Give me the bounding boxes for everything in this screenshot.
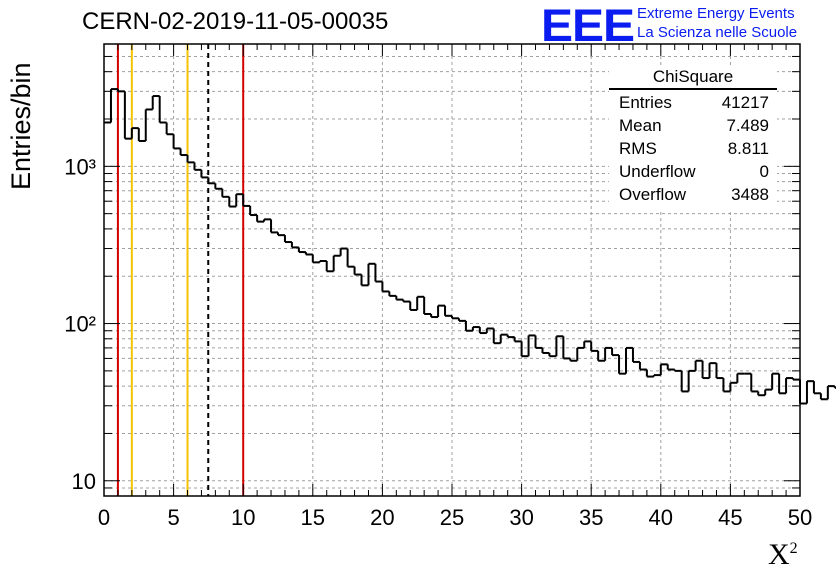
x-tick-label: 15 [301, 505, 325, 530]
eee-logo: EEE [541, 0, 635, 52]
x-tick-label: 0 [98, 505, 110, 530]
x-axis-label: X2 [768, 538, 798, 572]
stats-row-mean: Mean 7.489 [619, 116, 769, 139]
stats-row-rms: RMS 8.811 [619, 139, 769, 162]
x-tick-label: 10 [231, 505, 255, 530]
x-tick-label: 20 [370, 505, 394, 530]
x-axis-label-sup: 2 [789, 540, 798, 557]
y-tick-label: 10² [64, 312, 96, 337]
stats-title: ChiSquare [609, 67, 777, 90]
stats-label: Overflow [619, 185, 687, 204]
vertical-lines-layer [116, 44, 245, 496]
x-tick-label: 40 [649, 505, 673, 530]
y-tick-label: 10³ [64, 154, 96, 179]
stats-value: 7.489 [726, 116, 769, 135]
x-tick-label: 50 [788, 505, 812, 530]
stats-row-entries: Entries 41217 [619, 93, 769, 116]
stats-row-overflow: Overflow 3488 [619, 185, 769, 208]
logo-line-1: Extreme Energy Events [637, 5, 795, 22]
x-tick-label: 25 [440, 505, 464, 530]
x-tick-label: 5 [167, 505, 179, 530]
y-axis-label: Entries/bin [6, 62, 36, 190]
stats-value: 8.811 [727, 139, 769, 158]
x-tick-label: 45 [718, 505, 742, 530]
stats-value: 0 [759, 162, 769, 181]
x-tick-label: 30 [509, 505, 533, 530]
stats-value: 41217 [721, 93, 769, 112]
chart-title: CERN-02-2019-11-05-00035 [82, 8, 389, 35]
y-tick-label: 10 [72, 469, 96, 494]
stats-box: ChiSquare Entries 41217 Mean 7.489 RMS 8… [609, 67, 777, 210]
tick-labels-layer: 0 5 10 15 20 25 30 35 40 45 50 10 10² 10³ [64, 154, 812, 530]
x-tick-label: 35 [579, 505, 603, 530]
stats-value: 3488 [731, 185, 769, 204]
x-axis-label-base: X [768, 538, 790, 571]
stats-label: Underflow [619, 162, 696, 181]
stats-row-underflow: Underflow 0 [619, 162, 769, 185]
ticks-layer [103, 44, 801, 497]
stats-label: Mean [619, 116, 662, 135]
logo-line-2: La Scienza nelle Scuole [637, 24, 798, 41]
stats-label: RMS [619, 139, 657, 158]
stats-label: Entries [619, 93, 672, 112]
